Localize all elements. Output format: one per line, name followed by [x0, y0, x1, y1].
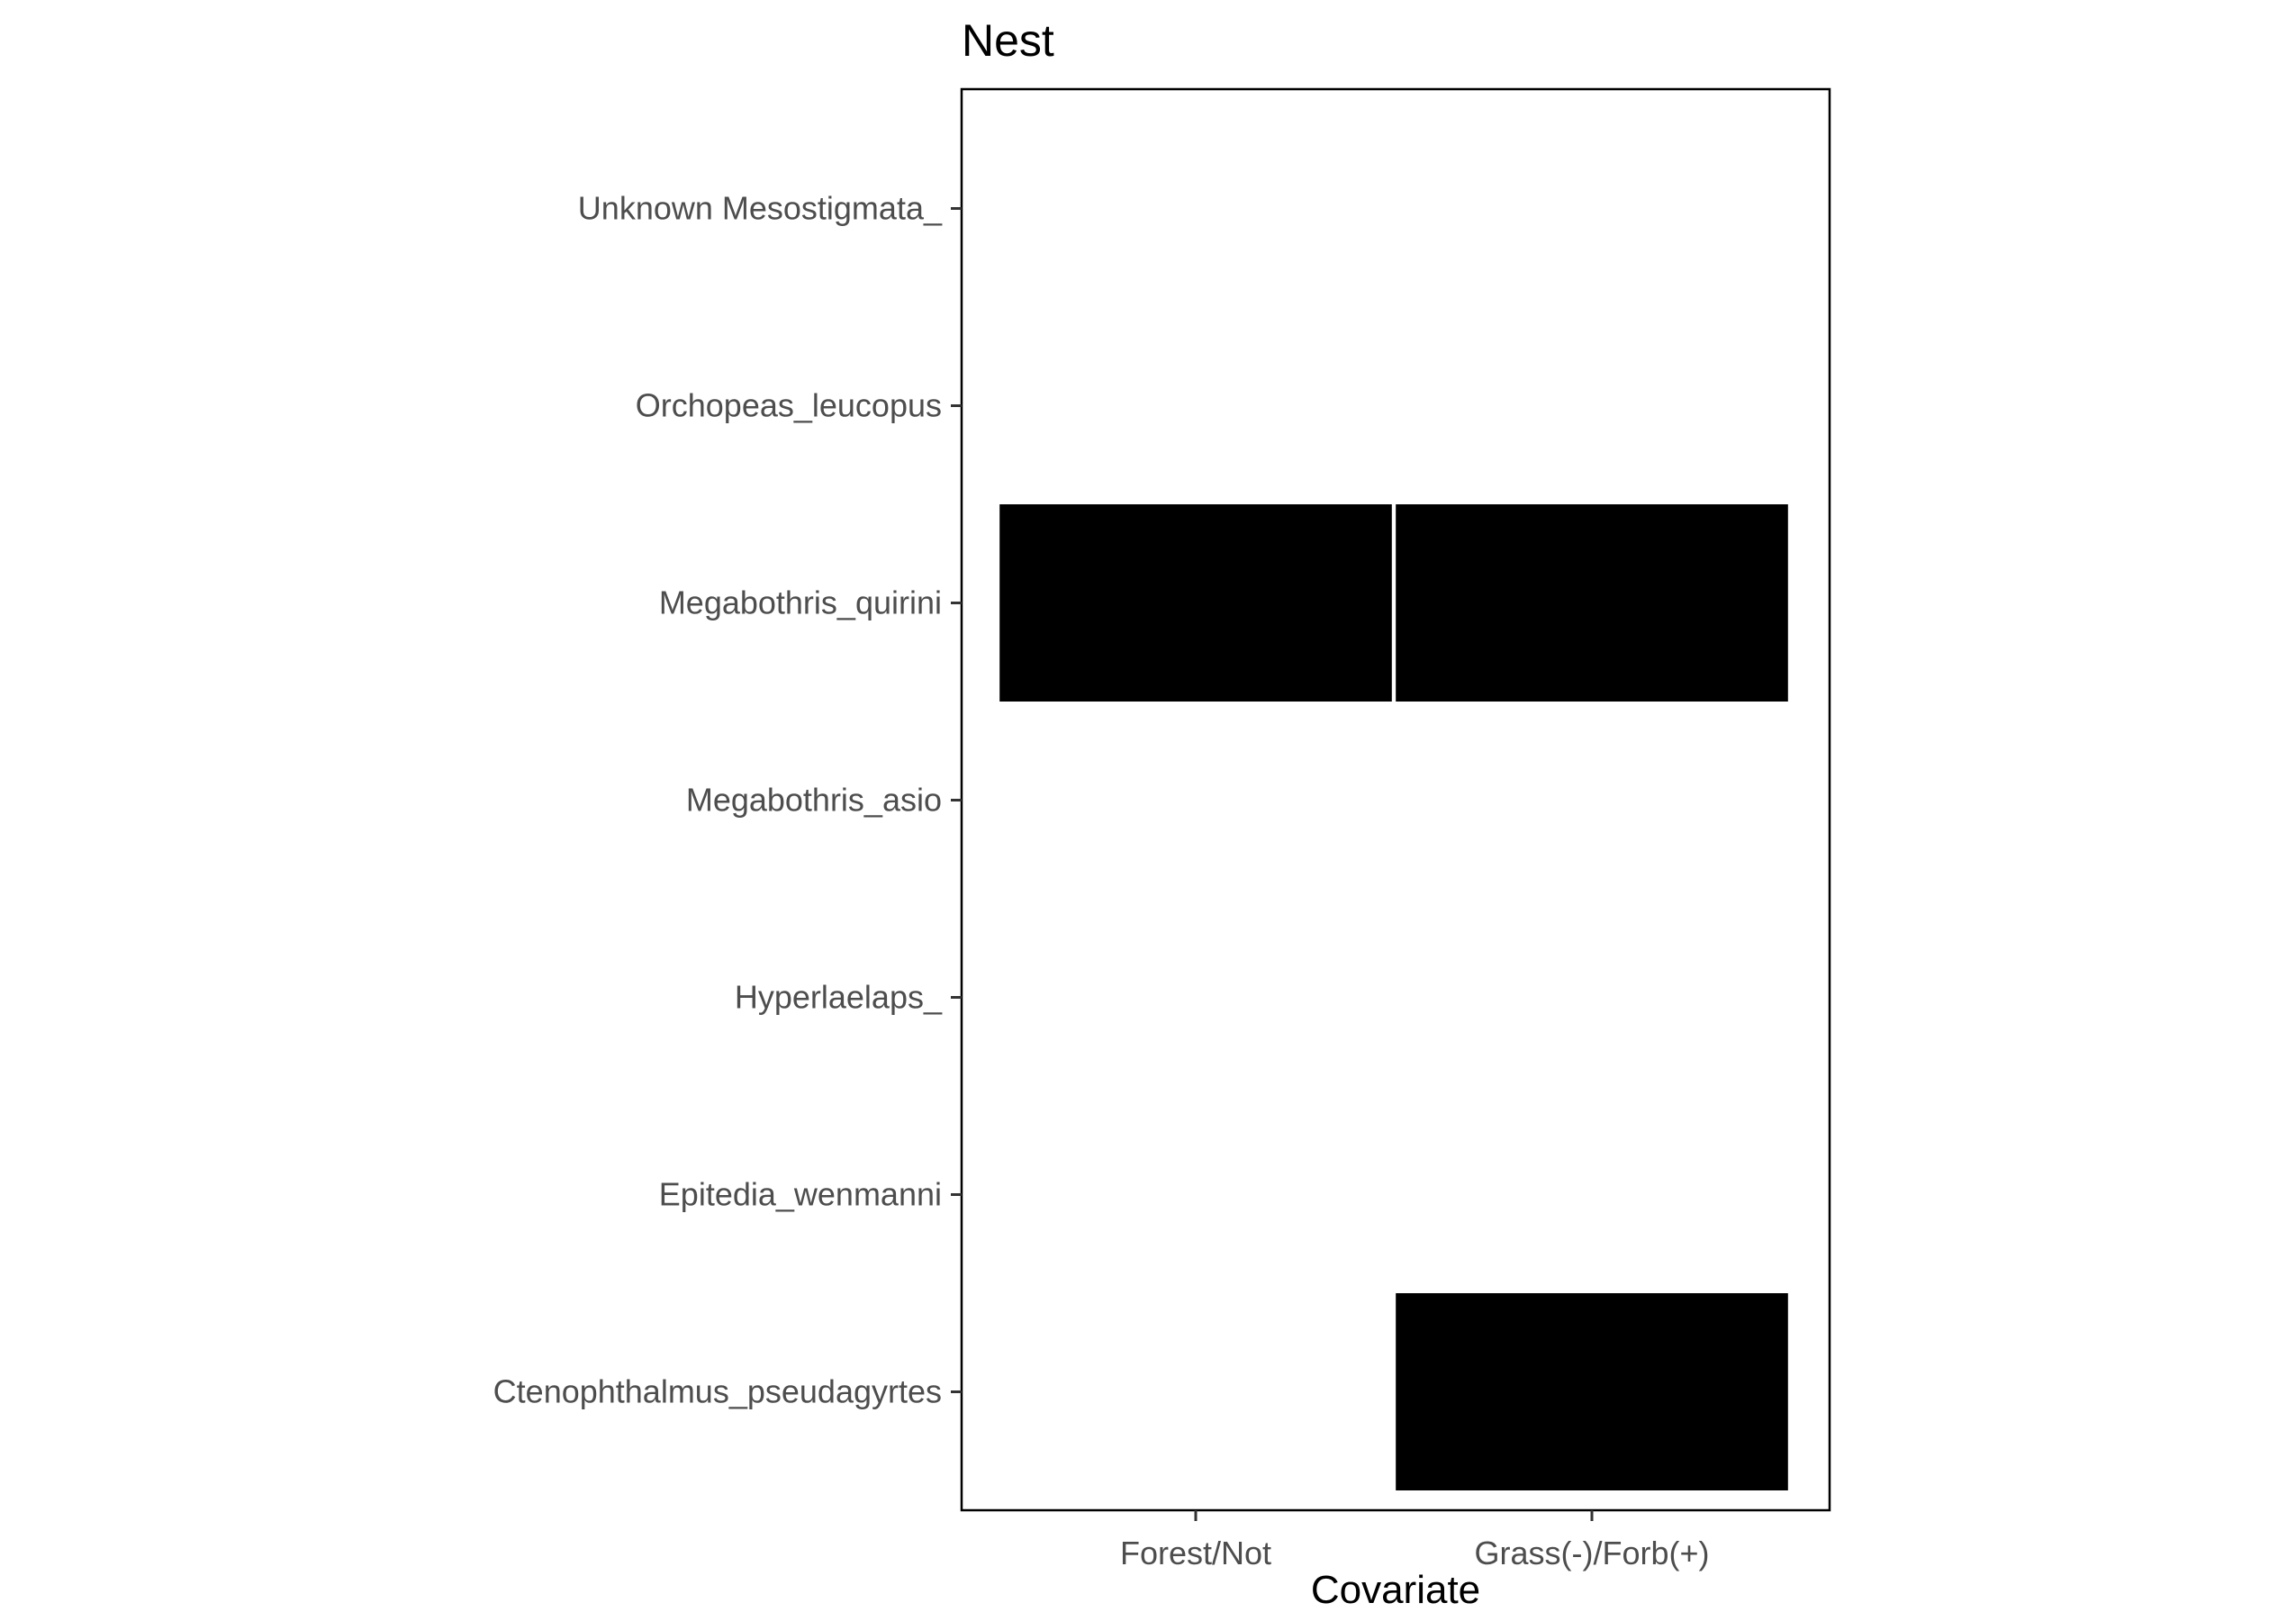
- y-tick-label: Hyperlaelaps_: [735, 979, 943, 1016]
- y-tick-label: Ctenophthalmus_pseudagyrtes: [493, 1373, 942, 1410]
- chart-title: Nest: [962, 15, 1054, 66]
- x-axis: Forest/Not Grass(-)/Forb(+): [1120, 1510, 1710, 1571]
- x-tick-label: Forest/Not: [1120, 1535, 1271, 1571]
- y-tick-label: Megabothris_asio: [686, 782, 942, 819]
- tile-megabothris-quirini-grass-forb: [1396, 504, 1788, 702]
- tile-ctenophthalmus-pseudagyrtes-grass-forb: [1396, 1293, 1788, 1490]
- y-tick-label: Orchopeas_leucopus: [636, 387, 942, 424]
- tiles-layer: [999, 504, 1788, 1490]
- tile-megabothris-quirini-forest-not: [999, 504, 1392, 702]
- x-axis-label: Covariate: [1311, 1568, 1480, 1612]
- x-tick-label: Grass(-)/Forb(+): [1475, 1535, 1710, 1571]
- y-tick-label: Epitedia_wenmanni: [659, 1176, 942, 1213]
- y-axis: Ctenophthalmus_pseudagyrtes Epitedia_wenm…: [493, 190, 962, 1410]
- y-tick-label: Megabothris_quirini: [659, 584, 942, 621]
- y-tick-label: Unknown Mesostigmata_: [578, 190, 943, 227]
